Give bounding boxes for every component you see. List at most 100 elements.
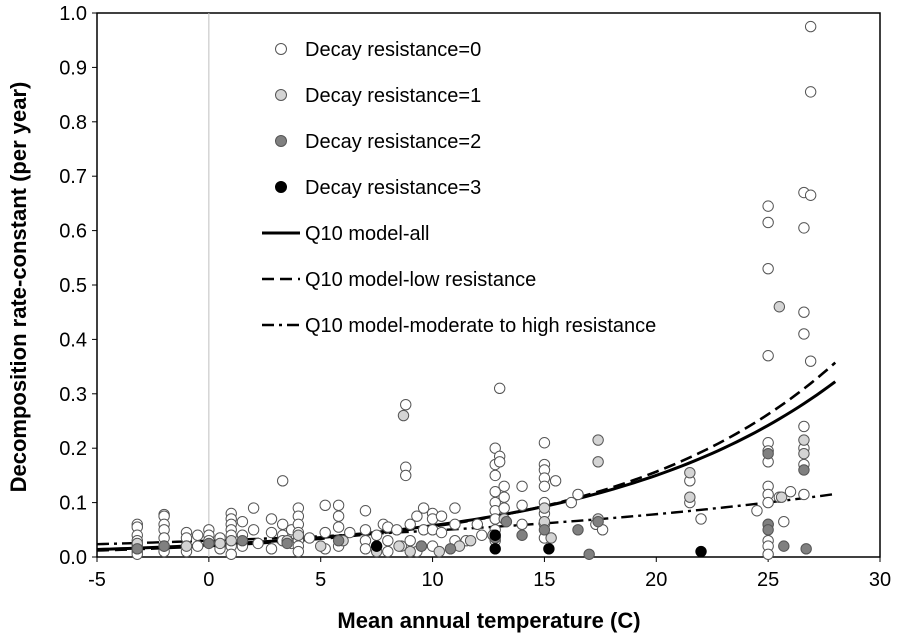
y-tick-label: 0.8 [59, 112, 87, 134]
data-points [131, 20, 817, 560]
data-point [538, 437, 551, 449]
data-point [751, 505, 763, 517]
data-point [684, 466, 696, 479]
x-tick-label: 30 [869, 569, 891, 591]
data-point [798, 328, 810, 340]
data-point [265, 526, 278, 539]
data-point [449, 502, 461, 514]
data-point [332, 499, 345, 512]
data-point [489, 529, 501, 541]
data-point [592, 434, 604, 446]
data-point [131, 543, 143, 555]
data-point [545, 532, 557, 544]
data-point [276, 475, 289, 487]
data-point [332, 510, 345, 522]
data-point [400, 469, 412, 482]
data-point [493, 382, 506, 395]
data-point [214, 537, 226, 550]
data-point [798, 434, 810, 446]
data-point [695, 513, 707, 525]
data-point [516, 529, 528, 541]
data-point [471, 518, 484, 531]
data-point [684, 491, 696, 503]
data-point [415, 540, 428, 552]
data-point [397, 409, 410, 422]
legend-marker [275, 181, 287, 193]
y-tick-label: 0.9 [59, 57, 87, 79]
data-point [236, 515, 249, 528]
data-point [500, 515, 513, 528]
y-tick-label: 0.4 [59, 329, 87, 351]
data-point [236, 534, 249, 547]
legend-label: Decay resistance=3 [305, 177, 481, 199]
data-point [393, 540, 405, 552]
x-tick-label: 5 [315, 569, 326, 591]
data-point [798, 447, 810, 460]
data-point [315, 540, 327, 552]
data-point [191, 540, 204, 552]
legend-label: Decay resistance=0 [305, 39, 481, 61]
data-point [332, 521, 345, 533]
data-point [400, 398, 412, 411]
data-point [433, 545, 445, 558]
data-point [225, 548, 237, 560]
model-curve [96, 361, 837, 552]
data-point [583, 548, 595, 560]
data-point [798, 464, 810, 476]
data-point [332, 534, 345, 547]
data-point [158, 540, 170, 552]
data-point [498, 491, 510, 503]
data-point [804, 355, 817, 367]
data-point [493, 456, 506, 468]
legend-marker [275, 43, 287, 55]
data-point [798, 306, 810, 318]
data-point [344, 526, 356, 539]
data-point [404, 534, 416, 547]
data-point [592, 456, 604, 468]
data-point [498, 502, 510, 514]
data-point [435, 510, 448, 522]
data-point [762, 548, 774, 560]
data-point [292, 545, 305, 558]
data-point [247, 524, 260, 536]
y-tick-label: 0.7 [59, 166, 87, 188]
y-tick-label: 0.1 [59, 493, 87, 515]
data-point [292, 529, 305, 541]
data-point [516, 518, 528, 531]
data-point [572, 524, 584, 536]
data-point [549, 475, 562, 487]
data-point [773, 301, 786, 313]
data-point [370, 540, 383, 552]
data-point [359, 543, 372, 555]
data-point [319, 526, 331, 539]
legend-label: Decay resistance=1 [305, 85, 481, 107]
data-point [247, 502, 260, 514]
data-point [804, 189, 817, 201]
x-tick-label: 25 [757, 569, 779, 591]
data-point [762, 262, 774, 275]
y-tick-label: 0.5 [59, 275, 87, 297]
data-point [319, 499, 331, 512]
data-point [543, 543, 555, 555]
data-point [411, 510, 423, 522]
data-point [444, 543, 457, 555]
data-point [762, 350, 774, 362]
x-tick-label: 10 [421, 569, 443, 591]
data-point [265, 543, 278, 555]
data-point [417, 502, 430, 514]
data-point [359, 524, 372, 536]
x-tick-label: 0 [203, 569, 214, 591]
data-point [265, 513, 278, 525]
data-point [804, 86, 817, 98]
data-point [778, 540, 790, 552]
data-point [516, 480, 528, 492]
data-point [489, 469, 501, 482]
data-point [538, 480, 551, 492]
model-curve [96, 492, 836, 546]
legend: Decay resistance=0 Decay resistance=1 Deca… [262, 39, 656, 337]
y-tick-label: 0.3 [59, 384, 87, 406]
data-point [778, 515, 790, 528]
data-point [516, 499, 528, 512]
data-point [498, 480, 510, 492]
